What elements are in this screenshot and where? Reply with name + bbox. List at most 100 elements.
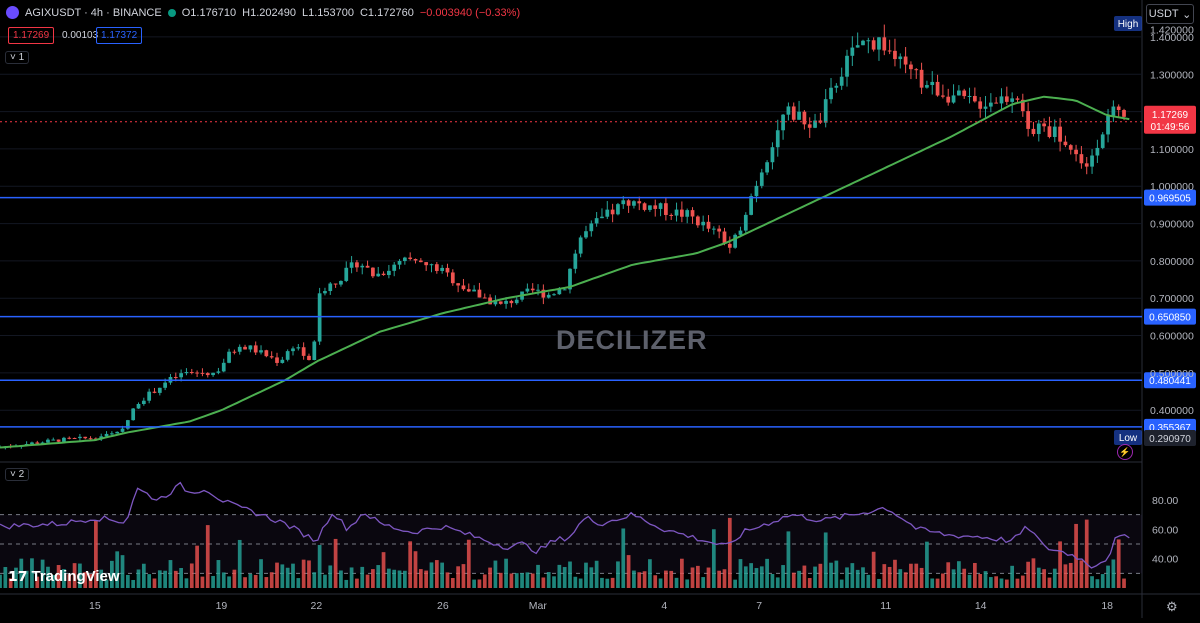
volume-bar [791,572,796,588]
candle [951,95,956,103]
candle [466,289,471,292]
candle [823,99,828,123]
volume-bar [301,559,306,588]
candle [781,114,785,131]
volume-bar [951,569,956,588]
volume-bar [727,517,732,588]
volume-bar [893,559,897,588]
candle [1106,115,1110,135]
candle [387,270,391,276]
candle [88,438,93,440]
candle [946,96,951,103]
candle [770,147,775,163]
candle [360,265,365,268]
candle [120,428,125,432]
candle [1042,123,1046,127]
candle [658,203,663,209]
volume-bar [621,528,626,588]
candle [78,436,82,439]
volume-bar [466,539,471,588]
volume-bar [871,551,876,588]
volume-bar [440,562,445,588]
price-axis-tick: 0.600000 [1150,331,1194,343]
candle [418,260,423,263]
volume-bar [296,578,301,588]
volume-bar [861,567,865,588]
symbol-title[interactable]: AGIXUSDT · 4h · BINANCE [25,6,162,19]
candle [110,433,114,435]
volume-bar [216,560,221,588]
volume-bar [978,574,983,588]
candle [877,37,881,50]
candle [493,301,498,305]
candle [978,101,983,109]
candle [914,69,919,71]
volume-bar [1063,564,1068,588]
volume-bar [376,565,381,588]
candle [243,346,247,350]
candle [791,106,796,120]
candle [600,216,604,219]
volume-bar [227,576,231,588]
volume-bar [957,561,961,588]
candle [727,243,732,248]
volume-bar [589,567,594,588]
volume-bar [248,573,253,588]
candle [829,87,833,100]
candle [1052,126,1057,137]
volume-bar [285,567,290,588]
candle [957,90,961,96]
volume-bar [903,572,908,588]
candle [909,64,913,70]
volume-bar [131,579,136,588]
volume-bar [259,559,263,588]
volume-bar [1010,565,1015,588]
volume-bar [834,560,839,588]
pane-1-toggle[interactable]: ˅ 1 [5,51,30,64]
candle [413,258,418,261]
volume-bar [695,565,700,588]
volume-bar [594,560,599,588]
volume-bar [786,531,791,588]
candle [477,289,482,298]
ask-price-button[interactable]: 1.17372 [96,27,143,44]
candles-group [0,24,1126,450]
volume-bar [914,563,919,588]
gear-icon[interactable]: ⚙ [1166,599,1178,614]
volume-bar [552,576,556,588]
candle [786,106,791,115]
volume-bar [312,572,317,588]
candle [935,81,940,96]
volume-bar [573,576,578,588]
volume-bar [392,569,397,588]
candle [1084,163,1089,167]
volume-bar [765,558,769,588]
volume-bar [56,565,61,588]
rsi-axis-tick: 40.00 [1152,554,1178,566]
candle [381,273,386,276]
volume-bar [525,572,530,588]
time-axis-tick: 19 [216,600,228,612]
candle [445,267,450,273]
candle [648,205,652,210]
currency-select[interactable]: USDT ⌄ [1146,4,1194,24]
lightning-icon[interactable]: ⚡ [1117,444,1133,460]
volume-bar [424,570,429,588]
volume-bar [275,562,279,588]
candle [1111,106,1116,116]
volume-bar [211,575,215,588]
low-value: 0.290970 [1149,434,1191,445]
price-axis-tick: 0.900000 [1150,219,1194,231]
volume-bar [1004,579,1009,588]
bid-price-button[interactable]: 1.17269 [8,27,55,44]
candle [972,95,977,102]
candle [1010,98,1015,102]
tradingview-logo[interactable]: 𝟭𝟳 TradingView [8,568,120,585]
pane-2-toggle[interactable]: ˅ 2 [5,468,30,481]
chevron-down-icon: ⌄ [1182,8,1192,21]
candle [488,297,492,305]
volume-bar [770,573,775,588]
volume-bar [62,569,66,588]
